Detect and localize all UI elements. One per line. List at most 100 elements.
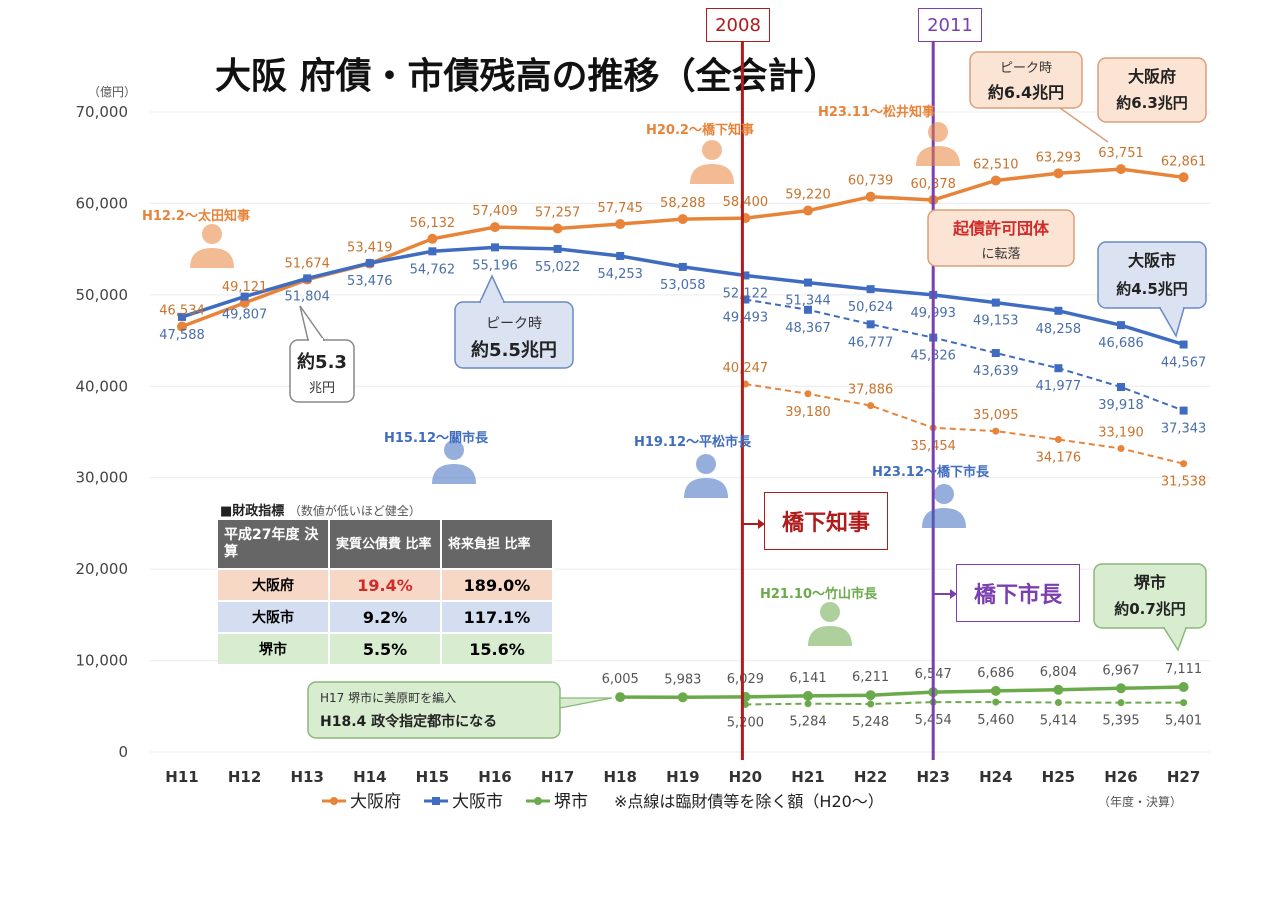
peak-pref-value: 約6.4兆円 bbox=[988, 83, 1064, 102]
person-icon bbox=[934, 484, 954, 504]
x-tick-label: H26 bbox=[1104, 768, 1137, 786]
legend-label: 大阪市 bbox=[452, 792, 503, 812]
data-label: 46,686 bbox=[1098, 336, 1144, 351]
data-point bbox=[490, 222, 500, 233]
person-icon bbox=[202, 224, 222, 244]
legend-marker bbox=[432, 797, 440, 805]
data-point bbox=[992, 698, 1000, 706]
data-label: 43,639 bbox=[973, 364, 1019, 379]
data-label: 40,247 bbox=[723, 361, 769, 376]
callout-pointer bbox=[559, 697, 613, 709]
city-total-title: 大阪市 bbox=[1128, 251, 1176, 270]
callout-pointer bbox=[299, 305, 326, 341]
data-label: 53,476 bbox=[347, 274, 393, 289]
data-label: 5,395 bbox=[1102, 714, 1139, 729]
table-cell: 5.5% bbox=[329, 633, 442, 666]
x-tick-label: H23 bbox=[916, 768, 949, 786]
legend-label: 大阪府 bbox=[350, 792, 401, 812]
table-cell: 大阪府 bbox=[218, 569, 330, 602]
data-label: 51,674 bbox=[284, 257, 330, 272]
data-point bbox=[1054, 699, 1062, 707]
table-cell: 15.6% bbox=[441, 633, 554, 666]
table-cell: 堺市 bbox=[218, 633, 330, 666]
data-label: 5,460 bbox=[977, 713, 1014, 728]
x-tick-label: H11 bbox=[165, 768, 198, 786]
person-icon bbox=[432, 464, 476, 484]
data-point bbox=[992, 427, 1000, 435]
data-point bbox=[804, 278, 812, 287]
annotation-gov-ota: H12.2〜太田知事 bbox=[142, 208, 250, 224]
data-point bbox=[803, 205, 813, 216]
data-label: 6,029 bbox=[727, 672, 764, 687]
x-tick-label: H13 bbox=[290, 768, 323, 786]
data-label: 56,132 bbox=[410, 216, 456, 231]
y-tick-label: 30,000 bbox=[76, 469, 129, 487]
chart-title: 大阪 府債・市債残高の推移（全会計） bbox=[215, 55, 840, 97]
legend-marker bbox=[534, 797, 542, 805]
data-label: 53,058 bbox=[660, 278, 706, 293]
data-label: 6,141 bbox=[789, 671, 826, 686]
data-label: 62,861 bbox=[1161, 154, 1207, 169]
data-point bbox=[1053, 168, 1064, 179]
y-tick-label: 0 bbox=[118, 743, 128, 761]
data-label: 34,176 bbox=[1036, 451, 1082, 466]
data-point bbox=[991, 298, 1000, 307]
peak-city-callout bbox=[454, 301, 574, 369]
x-tick-label: H16 bbox=[478, 768, 511, 786]
data-point bbox=[677, 692, 688, 703]
data-point bbox=[804, 700, 812, 708]
data-label: 57,409 bbox=[472, 204, 518, 219]
data-label: 5,401 bbox=[1165, 714, 1202, 729]
data-point bbox=[1117, 445, 1125, 453]
peak-pref-label: ピーク時 bbox=[1000, 61, 1052, 76]
table-cell: 189.0% bbox=[441, 569, 554, 602]
data-point bbox=[616, 251, 625, 260]
data-point bbox=[428, 247, 437, 256]
x-tick-label: H27 bbox=[1167, 768, 1200, 786]
series-line bbox=[745, 383, 1184, 465]
sakai-total-value: 約0.7兆円 bbox=[1114, 600, 1186, 618]
data-label: 39,918 bbox=[1098, 398, 1144, 413]
data-point bbox=[615, 692, 626, 703]
peak-city-label: ピーク時 bbox=[486, 316, 542, 332]
kisai-sub: に転落 bbox=[981, 247, 1020, 262]
callout-pointer-mask bbox=[481, 300, 503, 304]
data-label: 46,777 bbox=[848, 335, 894, 350]
person-icon bbox=[690, 164, 734, 184]
data-label: 62,510 bbox=[973, 157, 1019, 172]
year-2011-box: 2011 bbox=[918, 8, 982, 42]
person-icon bbox=[444, 440, 464, 460]
data-point bbox=[427, 233, 438, 244]
x-tick-label: H22 bbox=[854, 768, 887, 786]
person-icon bbox=[684, 478, 728, 498]
data-label: 49,121 bbox=[222, 280, 268, 295]
annotation-mayor-seki: H15.12〜關市長 bbox=[384, 430, 489, 446]
kisai-title: 起債許可団体 bbox=[952, 219, 1050, 238]
table-header: 実質公債費 比率 bbox=[329, 520, 442, 570]
data-label: 6,005 bbox=[602, 672, 639, 687]
data-label: 35,095 bbox=[973, 408, 1019, 423]
data-point bbox=[678, 262, 687, 271]
data-label: 44,567 bbox=[1161, 356, 1207, 371]
legend-label: 堺市 bbox=[554, 792, 588, 812]
person-icon bbox=[922, 508, 966, 528]
table-cell: 9.2% bbox=[329, 601, 442, 634]
x-tick-label: H15 bbox=[416, 768, 449, 786]
data-label: 49,807 bbox=[222, 308, 268, 323]
x-tick-label: H19 bbox=[666, 768, 699, 786]
sakai-total-box bbox=[1093, 563, 1207, 629]
data-label: 6,686 bbox=[977, 666, 1014, 681]
data-label: 5,414 bbox=[1040, 714, 1077, 729]
fiscal-table: 平成27年度 決算 実質公債費 比率 将来負担 比率 大阪府 19.4% 189… bbox=[218, 520, 554, 666]
callout-pointer-mask bbox=[1165, 625, 1185, 629]
data-label: 6,804 bbox=[1040, 665, 1077, 680]
data-point bbox=[1117, 699, 1125, 707]
data-label: 54,762 bbox=[410, 262, 456, 277]
data-label: 37,886 bbox=[848, 383, 894, 398]
pref-total-box bbox=[1097, 57, 1207, 123]
data-point bbox=[866, 285, 875, 294]
table-header: 将来負担 比率 bbox=[441, 520, 554, 570]
data-label: 53,419 bbox=[347, 241, 393, 256]
legend-marker bbox=[330, 797, 338, 805]
person-icon bbox=[696, 454, 716, 474]
